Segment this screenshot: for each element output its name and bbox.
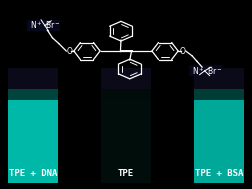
Bar [101, 68, 151, 100]
Bar [194, 68, 244, 100]
Text: TPE + BSA: TPE + BSA [195, 169, 243, 178]
Bar [101, 100, 151, 183]
Bar [8, 89, 58, 100]
Bar [194, 100, 244, 183]
FancyBboxPatch shape [27, 20, 60, 31]
Bar [101, 89, 151, 100]
Bar [8, 68, 58, 100]
Text: O: O [180, 46, 186, 56]
FancyBboxPatch shape [190, 65, 222, 77]
Text: TPE: TPE [118, 169, 134, 178]
Text: TPE + DNA: TPE + DNA [9, 169, 57, 178]
Text: N$^+$ Br$^-$: N$^+$ Br$^-$ [29, 20, 60, 31]
Bar [8, 100, 58, 183]
Text: O: O [66, 46, 72, 56]
Text: N$^+$ Br$^-$: N$^+$ Br$^-$ [192, 65, 223, 77]
Bar [194, 89, 244, 100]
